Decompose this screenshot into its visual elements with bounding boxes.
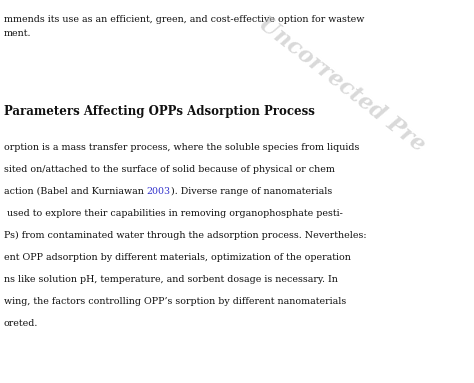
Text: oreted.: oreted. — [4, 319, 38, 328]
Text: Parameters Affecting OPPs Adsorption Process: Parameters Affecting OPPs Adsorption Pro… — [4, 105, 315, 118]
Text: action (Babel and Kurniawan: action (Babel and Kurniawan — [4, 187, 147, 196]
Text: ns like solution pH, temperature, and sorbent dosage is necessary. In: ns like solution pH, temperature, and so… — [4, 275, 338, 284]
Text: wing, the factors controlling OPP’s sorption by different nanomaterials: wing, the factors controlling OPP’s sorp… — [4, 297, 346, 306]
Text: orption is a mass transfer process, where the soluble species from liquids: orption is a mass transfer process, wher… — [4, 143, 359, 152]
Text: sited on/attached to the surface of solid because of physical or chem: sited on/attached to the surface of soli… — [4, 165, 335, 174]
Text: 2003: 2003 — [147, 187, 171, 196]
Text: used to explore their capabilities in removing organophosphate pesti-: used to explore their capabilities in re… — [4, 209, 343, 218]
Text: ). Diverse range of nanomaterials: ). Diverse range of nanomaterials — [171, 187, 332, 196]
Text: mmends its use as an efficient, green, and cost-effective option for wastew: mmends its use as an efficient, green, a… — [4, 15, 365, 24]
Text: ment.: ment. — [4, 29, 31, 38]
Text: Uncorrected Pre: Uncorrected Pre — [254, 12, 429, 156]
Text: Ps) from contaminated water through the adsorption process. Nevertheles:: Ps) from contaminated water through the … — [4, 231, 366, 240]
Text: ent OPP adsorption by different materials, optimization of the operation: ent OPP adsorption by different material… — [4, 253, 351, 262]
